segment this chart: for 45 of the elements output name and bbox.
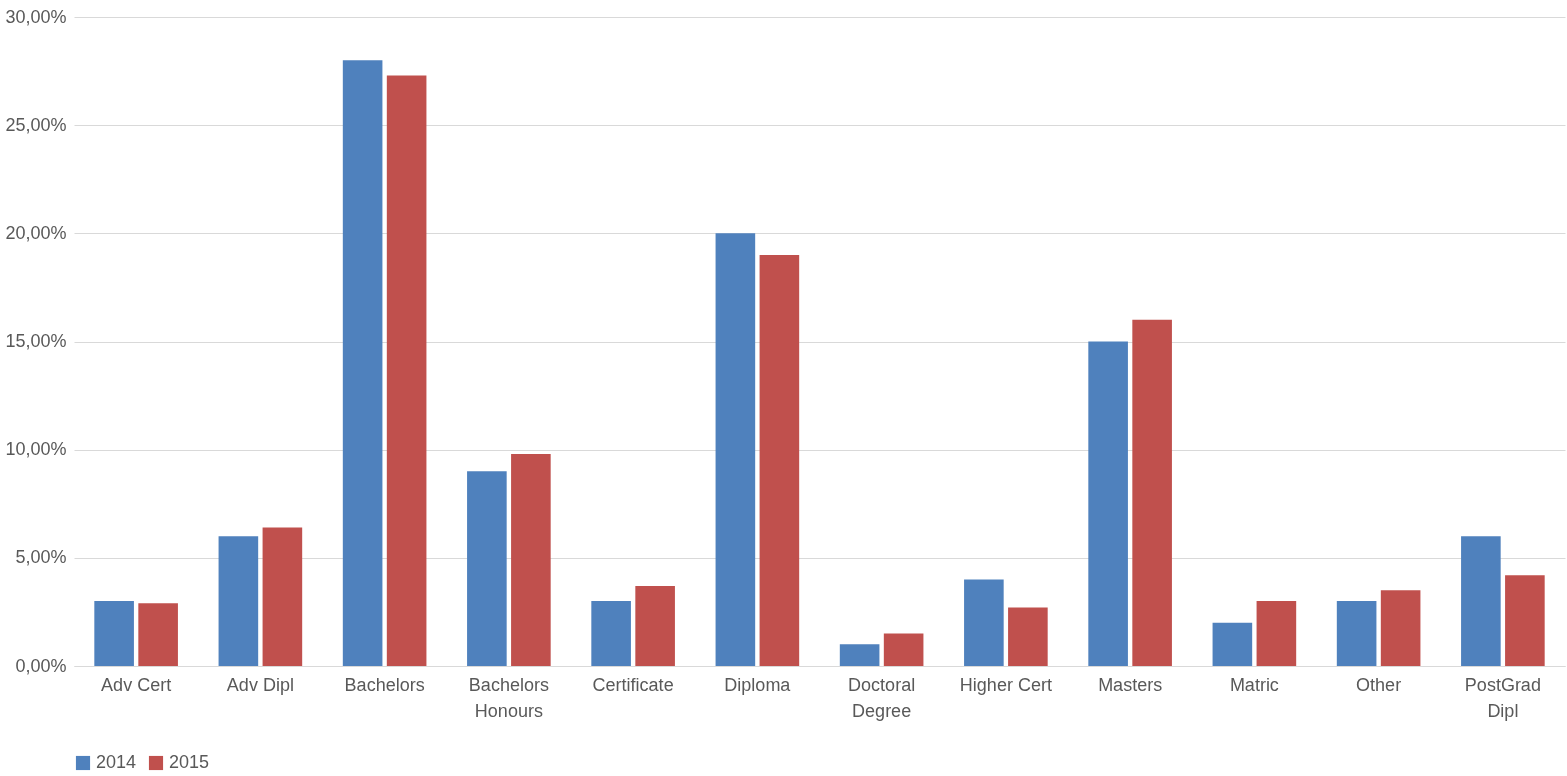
bar: [1212, 622, 1253, 666]
bar: [883, 633, 924, 666]
bar: [1380, 590, 1421, 666]
x-tick-label: Matric: [1229, 674, 1279, 695]
y-tick-label: 30,00%: [5, 6, 67, 27]
x-tick-label: Adv Dipl: [226, 674, 294, 695]
y-tick-label: 15,00%: [5, 331, 67, 351]
x-tick-label: Other: [1356, 674, 1402, 695]
x-tick-label: Bachelors Honours: [468, 674, 549, 721]
y-tick-label: 0,00%: [15, 655, 67, 676]
bar: [467, 471, 507, 666]
y-tick-label: 10,00%: [5, 439, 67, 460]
bar: [635, 585, 675, 666]
x-tick-label: Masters: [1098, 674, 1163, 695]
bar: [1505, 575, 1545, 666]
x-tick-label: PostGrad Dipl: [1464, 674, 1541, 721]
bar: [591, 601, 631, 666]
bar: [386, 75, 427, 666]
y-tick-label: 25,00%: [5, 114, 67, 135]
legend-label: 2014: [96, 752, 137, 772]
bar: [262, 527, 303, 666]
bar: [839, 644, 880, 666]
bar: [715, 233, 756, 666]
y-tick-label: 20,00%: [5, 222, 67, 243]
bar: [1132, 319, 1172, 666]
bar: [218, 536, 259, 666]
x-tick-label: Adv Cert: [101, 674, 172, 695]
bar: [759, 254, 800, 666]
bar: [1256, 601, 1297, 666]
bar: [138, 603, 178, 666]
bar: [342, 60, 383, 666]
x-tick-label: Bachelors: [344, 674, 425, 695]
bar: [1461, 536, 1501, 666]
legend-label: 2015: [169, 752, 210, 772]
x-tick-label: Doctoral Degree: [848, 674, 916, 721]
bar: [964, 579, 1004, 666]
bar: [1088, 341, 1128, 666]
x-tick-label: Certificate: [592, 674, 674, 695]
bar: [511, 453, 551, 666]
bar: [1008, 607, 1048, 666]
bar: [1336, 601, 1377, 666]
bar: [94, 601, 134, 666]
x-tick-label: Diploma: [724, 674, 792, 695]
x-tick-label: Higher Cert: [959, 674, 1052, 695]
y-tick-label: 5,00%: [15, 547, 67, 568]
